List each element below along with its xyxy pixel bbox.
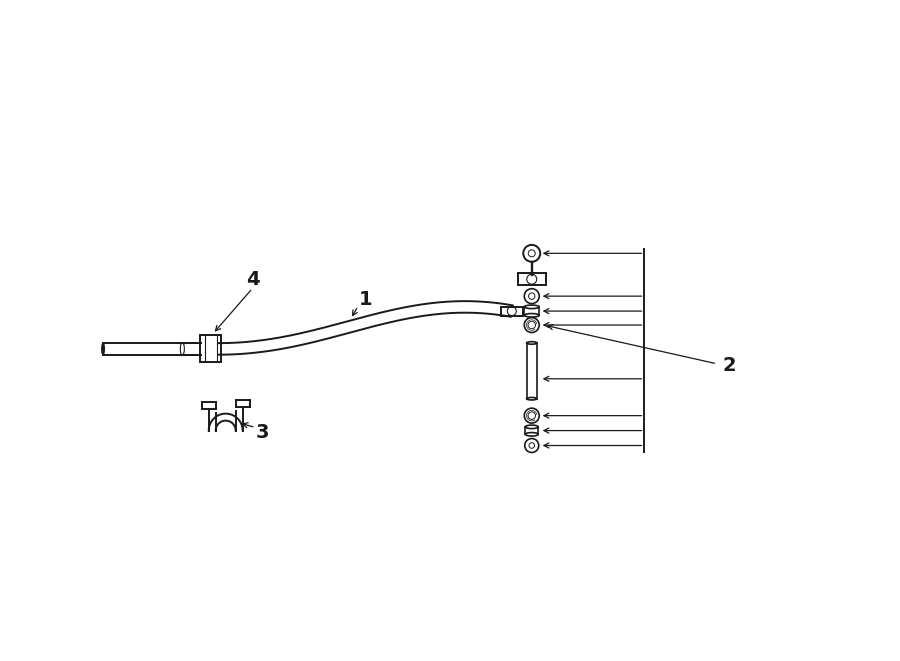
Ellipse shape <box>526 425 538 428</box>
Ellipse shape <box>102 343 104 355</box>
Text: 3: 3 <box>256 423 269 442</box>
Text: 4: 4 <box>246 270 259 289</box>
Ellipse shape <box>525 305 539 309</box>
Ellipse shape <box>180 342 184 355</box>
Bar <box>201 336 221 362</box>
Text: 1: 1 <box>358 290 372 309</box>
Bar <box>500 307 523 315</box>
Bar <box>518 273 545 285</box>
Ellipse shape <box>181 343 184 355</box>
Text: 2: 2 <box>723 356 736 375</box>
Ellipse shape <box>526 342 537 344</box>
